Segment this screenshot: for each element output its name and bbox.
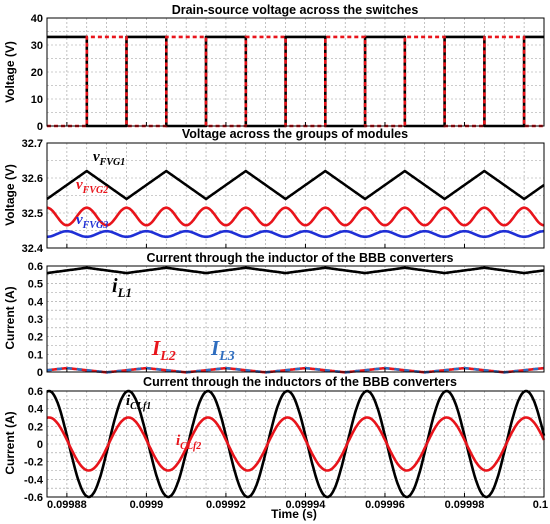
x-tick-label: 0.0999 — [130, 499, 164, 511]
y-tick-label: 0.4 — [28, 296, 44, 308]
annotation-iclf1: iCLf1 — [126, 393, 151, 412]
y-tick-label: 0.3 — [28, 314, 43, 326]
y-tick-label: 40 — [31, 13, 43, 25]
annotation-iclf2: iCLf2 — [176, 433, 201, 452]
series-line — [47, 35, 544, 128]
y-tick-label: 0.4 — [28, 404, 44, 416]
y-axis-label: Voltage (V) — [3, 164, 17, 226]
y-tick-label: 0 — [37, 121, 43, 133]
x-axis-label: Time (s) — [271, 507, 317, 521]
y-tick-label: 0.5 — [28, 279, 43, 291]
x-axis: 0.09988 0.0999 0.09992 0.09994 0.09996 0.0999… — [47, 122, 548, 511]
x-tick-label: 0.09988 — [47, 499, 87, 511]
annotation-il3: IL3 — [210, 336, 235, 364]
x-tick-label: 0.09996 — [365, 499, 405, 511]
panel-title: Drain-source voltage across the switches — [172, 3, 419, 17]
y-tick-label: -0.2 — [24, 457, 43, 469]
y-tick-label: 20 — [31, 67, 43, 79]
plot-frame — [46, 142, 545, 249]
series-line — [46, 206, 545, 227]
panel-title: Current through the inductor of the BBB … — [147, 251, 454, 265]
panel-title: Current through the inductors of the BBB… — [143, 375, 457, 389]
y-tick-label: 32.5 — [22, 208, 43, 220]
panel-title: Voltage across the groups of modules — [182, 127, 408, 141]
annotation-il2: IL2 — [151, 336, 176, 364]
series-line — [46, 416, 546, 472]
y-tick-label: 0.2 — [28, 421, 43, 433]
y-tick-label: 32.4 — [22, 243, 44, 255]
series-line — [46, 229, 545, 239]
y-tick-label: 32.7 — [22, 138, 43, 150]
series-line — [46, 169, 545, 201]
y-tick-label: -0.4 — [24, 474, 44, 486]
y-tick-label: 30 — [31, 40, 43, 52]
y-axis-label: Voltage (V) — [3, 41, 17, 103]
series-line — [46, 266, 545, 275]
y-tick-label: 0 — [37, 439, 43, 451]
panel-switch-voltage: Drain-source voltage across the switches… — [3, 3, 545, 133]
x-tick-label: 0.09998 — [445, 499, 485, 511]
panel-module-voltage: Voltage across the groups of modules 32.… — [3, 127, 545, 255]
x-tick-label: 0.1 — [533, 499, 548, 511]
annotation-vfvg2: vFVG2 — [76, 177, 108, 196]
y-tick-label: 0 — [37, 367, 43, 379]
y-tick-label: 32.6 — [22, 173, 43, 185]
y-tick-label: 0.6 — [28, 261, 43, 273]
y-tick-label: 0.2 — [28, 332, 43, 344]
plot-frame — [46, 390, 545, 498]
plot-frame — [46, 265, 545, 373]
y-tick-label: 0.6 — [28, 386, 43, 398]
y-axis-label: Current (A) — [3, 286, 17, 349]
panel-capacitor-current: Current through the inductors of the BBB… — [3, 375, 546, 504]
annotation-vfvg1: vFVG1 — [93, 149, 125, 168]
y-axis-label: Current (A) — [3, 411, 17, 474]
plot-frame — [46, 17, 545, 127]
annotation-vfvg3: vFVG3 — [76, 212, 108, 231]
y-tick-label: 10 — [31, 94, 43, 106]
annotation-il1: iL1 — [112, 275, 132, 300]
panel-inductor-current: Current through the inductor of the BBB … — [3, 251, 545, 379]
y-tick-label: -0.6 — [24, 492, 43, 504]
x-tick-label: 0.09992 — [206, 499, 246, 511]
series-line — [46, 366, 545, 374]
x-tick-label: 0.09994 — [286, 499, 327, 511]
y-tick-label: 0.1 — [28, 349, 43, 361]
